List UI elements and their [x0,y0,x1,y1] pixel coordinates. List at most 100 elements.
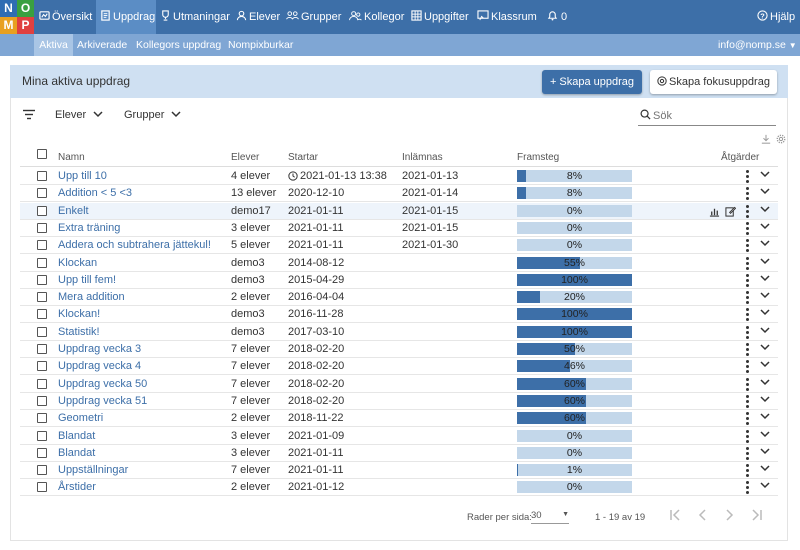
assignment-name-link[interactable]: Klockan! [58,308,101,321]
row-checkbox[interactable] [37,413,47,424]
last-page-icon[interactable] [751,508,763,522]
header-students[interactable]: Elever [231,152,260,163]
nav-kollegor[interactable]: Kollegor [349,0,404,34]
nav-uppgifter[interactable]: Uppgifter [411,0,469,34]
more-actions-icon[interactable] [745,221,749,235]
chevron-down-icon[interactable] [760,379,770,386]
create-assignment-button[interactable]: + Skapa uppdrag [542,70,642,94]
row-checkbox[interactable] [37,292,47,303]
table-row[interactable]: Blandat 3 elever 2021-01-09 0% [20,428,778,445]
chevron-down-icon[interactable] [760,257,770,265]
assignment-name-link[interactable]: Blandat [58,446,96,459]
row-checkbox[interactable] [37,240,47,251]
table-row[interactable]: Årstider 2 elever 2021-01-12 0% [20,479,778,497]
create-focus-assignment-button[interactable]: Skapa fokusuppdrag [650,70,777,94]
assignment-name-link[interactable]: Mera addition [58,291,125,304]
nav-help[interactable]: ? Hjälp [757,0,795,34]
table-row[interactable]: Mera addition 2 elever 2016-04-04 20% [20,289,778,307]
more-actions-icon[interactable] [745,273,749,287]
chevron-down-icon[interactable] [760,309,770,316]
nav-oversikt[interactable]: Översikt [34,0,96,34]
table-row[interactable]: Extra träning 3 elever 2021-01-11 2021-01-1… [20,220,778,237]
row-checkbox[interactable] [37,465,47,476]
assignment-name-link[interactable]: Årstider [58,481,96,494]
chevron-down-icon[interactable] [760,206,770,213]
more-actions-icon[interactable] [745,256,749,270]
more-actions-icon[interactable] [745,170,749,183]
assignment-name-link[interactable]: Statistik! [58,325,100,338]
row-checkbox[interactable] [37,430,47,441]
next-page-icon[interactable] [725,508,735,522]
row-checkbox[interactable] [37,326,47,337]
assignment-name-link[interactable]: Geometri [58,412,104,425]
nav-grupper[interactable]: Grupper [286,0,341,34]
more-actions-icon[interactable] [745,412,749,426]
row-checkbox[interactable] [37,222,47,233]
row-checkbox[interactable] [37,447,47,458]
more-actions-icon[interactable] [745,446,749,460]
table-row[interactable]: Uppdrag vecka 4 7 elever 2018-02-20 46% [20,358,778,376]
more-actions-icon[interactable] [745,291,749,305]
assignment-name-link[interactable]: Klockan [58,256,98,269]
header-progress[interactable]: Framsteg [517,152,560,163]
row-checkbox[interactable] [37,171,47,181]
table-row[interactable]: Addera och subtrahera jättekul! 5 elever 2… [20,237,778,255]
chevron-down-icon[interactable] [760,188,770,195]
more-actions-icon[interactable] [745,360,749,374]
assignment-name-link[interactable]: Addition < 5 <3 [58,187,133,200]
subnav-arkiverade[interactable]: Arkiverade [77,39,128,51]
chevron-down-icon[interactable] [760,275,770,282]
settings-gear-icon[interactable] [776,134,786,144]
subnav-aktiva[interactable]: Aktiva [34,34,73,56]
chevron-down-icon[interactable] [760,482,770,489]
rows-per-page-select[interactable]: 30 ▼ [531,510,569,524]
statistics-icon[interactable] [709,206,720,217]
chevron-down-icon[interactable] [760,171,770,178]
search-input[interactable] [653,108,773,123]
user-menu[interactable]: info@nomp.se ▼ [718,34,797,56]
chevron-down-icon[interactable] [760,223,770,230]
table-row[interactable]: Uppdrag vecka 51 7 elever 2018-02-20 60% [20,393,778,410]
students-filter[interactable]: Elever [55,109,103,121]
assignment-name-link[interactable]: Extra träning [58,221,121,234]
groups-filter[interactable]: Grupper [124,109,181,121]
more-actions-icon[interactable] [745,343,749,356]
table-row[interactable]: Uppdrag vecka 3 7 elever 2018-02-20 50% [20,341,778,358]
table-row[interactable]: Addition < 5 <3 13 elever 2020-12-10 2021-0… [20,185,778,203]
table-row[interactable]: Blandat 3 elever 2021-01-11 0% [20,445,778,462]
assignment-name-link[interactable]: Addera och subtrahera jättekul! [58,239,211,252]
row-checkbox[interactable] [37,309,47,320]
chevron-down-icon[interactable] [760,240,770,247]
row-checkbox[interactable] [37,378,47,389]
chevron-down-icon[interactable] [760,396,770,403]
chevron-down-icon[interactable] [760,430,770,438]
more-actions-icon[interactable] [745,325,749,339]
assignment-name-link[interactable]: Upp till 10 [58,170,107,182]
table-row[interactable]: Upp till 10 4 elever 2021-01-13 13:38 2021-… [20,168,778,185]
more-actions-icon[interactable] [745,464,749,478]
nomp-logo[interactable]: N O M P [0,0,34,34]
more-actions-icon[interactable] [745,481,749,495]
header-starts[interactable]: Startar [288,152,319,163]
row-checkbox[interactable] [37,274,47,285]
chevron-down-icon[interactable] [760,361,770,368]
row-checkbox[interactable] [37,395,47,406]
edit-icon[interactable] [725,206,736,217]
assignment-name-link[interactable]: Uppställningar [58,464,129,477]
assignment-name-link[interactable]: Uppdrag vecka 51 [58,394,148,407]
nav-uppdrag[interactable]: Uppdrag [96,0,156,34]
assignment-name-link[interactable]: Blandat [58,429,96,442]
more-actions-icon[interactable] [745,308,749,322]
assignment-name-link[interactable]: Uppdrag vecka 3 [58,343,142,355]
select-all-checkbox[interactable] [37,149,47,159]
more-actions-icon[interactable] [745,429,749,443]
assignment-name-link[interactable]: Uppdrag vecka 50 [58,377,148,390]
assignment-name-link[interactable]: Enkelt [58,204,89,217]
subnav-nompixburkar[interactable]: Nompixburkar [228,39,294,51]
more-actions-icon[interactable] [745,204,749,218]
chevron-down-icon[interactable] [760,465,770,472]
row-checkbox[interactable] [37,257,47,268]
assignment-name-link[interactable]: Upp till fem! [58,273,117,286]
row-checkbox[interactable] [37,482,47,493]
download-icon[interactable] [761,134,771,144]
